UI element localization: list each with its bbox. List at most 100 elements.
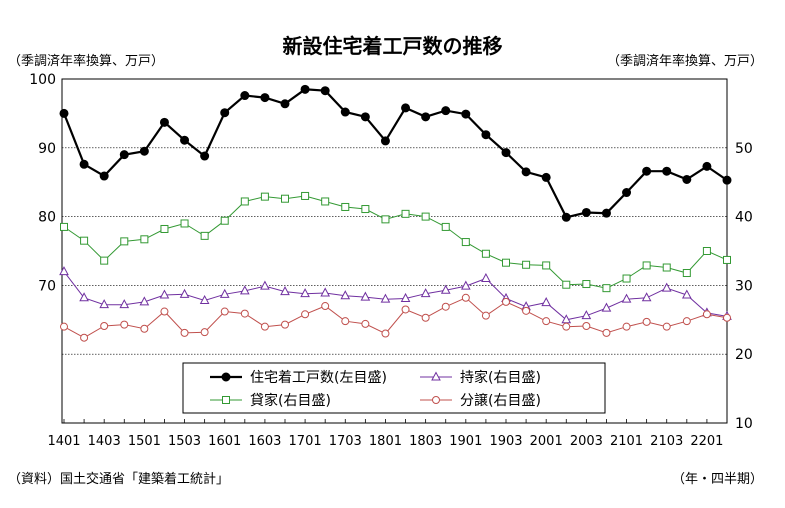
data-point: [602, 328, 611, 337]
data-point: [80, 333, 89, 342]
data-point: [301, 191, 310, 200]
plot-area-frame: [61, 78, 728, 424]
data-point: [401, 209, 410, 218]
series-line: [63, 271, 728, 321]
data-point: [481, 272, 491, 283]
data-point: [220, 108, 230, 118]
data-point: [321, 197, 330, 206]
left-axis-unit-label: （季調済年率換算、万戸）: [8, 54, 165, 69]
data-point: [240, 91, 250, 101]
data-point: [400, 292, 411, 302]
data-point: [641, 292, 652, 302]
data-point: [561, 212, 571, 222]
data-point: [502, 258, 510, 267]
data-point: [582, 321, 591, 330]
legend-label: 持家(右目盛): [460, 369, 541, 386]
data-point: [120, 237, 129, 246]
data-point: [481, 249, 490, 258]
data-point: [441, 222, 450, 231]
data-point: [219, 288, 230, 298]
data-point: [401, 103, 411, 113]
data-point: [562, 322, 571, 331]
data-point: [360, 112, 370, 122]
x-axis-tick-label: 1901: [449, 434, 482, 449]
data-point: [481, 130, 491, 140]
data-point: [702, 310, 711, 319]
data-point: [321, 302, 330, 311]
data-point: [361, 319, 370, 328]
data-point: [260, 280, 270, 290]
data-point: [602, 284, 611, 293]
data-point: [159, 289, 170, 299]
data-point: [260, 93, 270, 103]
series-3: [60, 293, 731, 342]
right-axis-tick-label: 10: [735, 416, 753, 432]
legend-label: 住宅着工戸数(左目盛): [250, 370, 387, 386]
data-point: [440, 284, 451, 294]
data-point: [622, 188, 632, 198]
data-point: [139, 146, 149, 156]
legend-label: 貸家(右目盛): [250, 392, 331, 409]
data-point: [581, 207, 591, 217]
data-point: [702, 161, 712, 171]
x-axis-tick-label: 1903: [489, 434, 522, 449]
data-point: [622, 274, 631, 283]
data-point: [341, 317, 350, 326]
x-axis-tick-label: 1701: [289, 434, 322, 449]
left-axis-tick-label: 100: [29, 72, 56, 88]
data-point: [461, 293, 470, 302]
data-point: [622, 322, 631, 331]
data-point: [200, 328, 209, 337]
x-axis-tick-label: 1403: [88, 434, 121, 449]
data-point: [582, 280, 591, 289]
data-point: [380, 293, 391, 303]
data-point: [239, 285, 250, 295]
legend-box: [182, 362, 606, 414]
series-1: [59, 266, 732, 324]
series-0: [59, 84, 732, 222]
data-point: [461, 109, 471, 119]
data-point: [541, 172, 551, 182]
x-axis-tick-label: 1601: [208, 434, 241, 449]
data-point: [460, 280, 471, 290]
data-point: [280, 99, 290, 109]
data-point: [360, 291, 371, 301]
x-axis-tick-label: 1703: [329, 434, 362, 449]
data-point: [341, 202, 350, 211]
data-point: [662, 263, 671, 272]
data-point: [461, 238, 470, 247]
data-point: [220, 307, 229, 316]
data-point: [301, 310, 310, 319]
right-axis-tick-label: 50: [735, 141, 753, 157]
data-point: [441, 106, 451, 116]
data-point: [160, 307, 169, 316]
data-point: [180, 135, 190, 145]
data-point: [300, 288, 310, 298]
x-axis-tick-label: 2201: [690, 434, 723, 449]
data-point: [682, 269, 691, 278]
data-point: [542, 317, 551, 326]
data-point: [441, 302, 450, 311]
data-point: [180, 328, 189, 337]
data-point: [240, 197, 249, 206]
data-point: [80, 236, 89, 245]
data-point: [621, 293, 632, 303]
data-point: [681, 289, 692, 299]
series-line: [63, 195, 728, 289]
data-point: [199, 294, 210, 305]
data-point: [221, 372, 231, 382]
data-point: [119, 299, 130, 309]
data-point: [662, 322, 671, 331]
data-point: [481, 311, 490, 320]
data-point: [642, 166, 652, 176]
right-axis-tick-label: 40: [735, 210, 753, 226]
x-axis-tick-label: 1603: [248, 434, 281, 449]
data-point: [100, 321, 109, 330]
data-point: [702, 247, 711, 255]
data-point: [421, 212, 430, 221]
data-point: [99, 299, 110, 309]
data-point: [240, 309, 249, 318]
data-point: [361, 205, 370, 214]
data-point: [601, 208, 611, 218]
data-point: [140, 324, 149, 333]
